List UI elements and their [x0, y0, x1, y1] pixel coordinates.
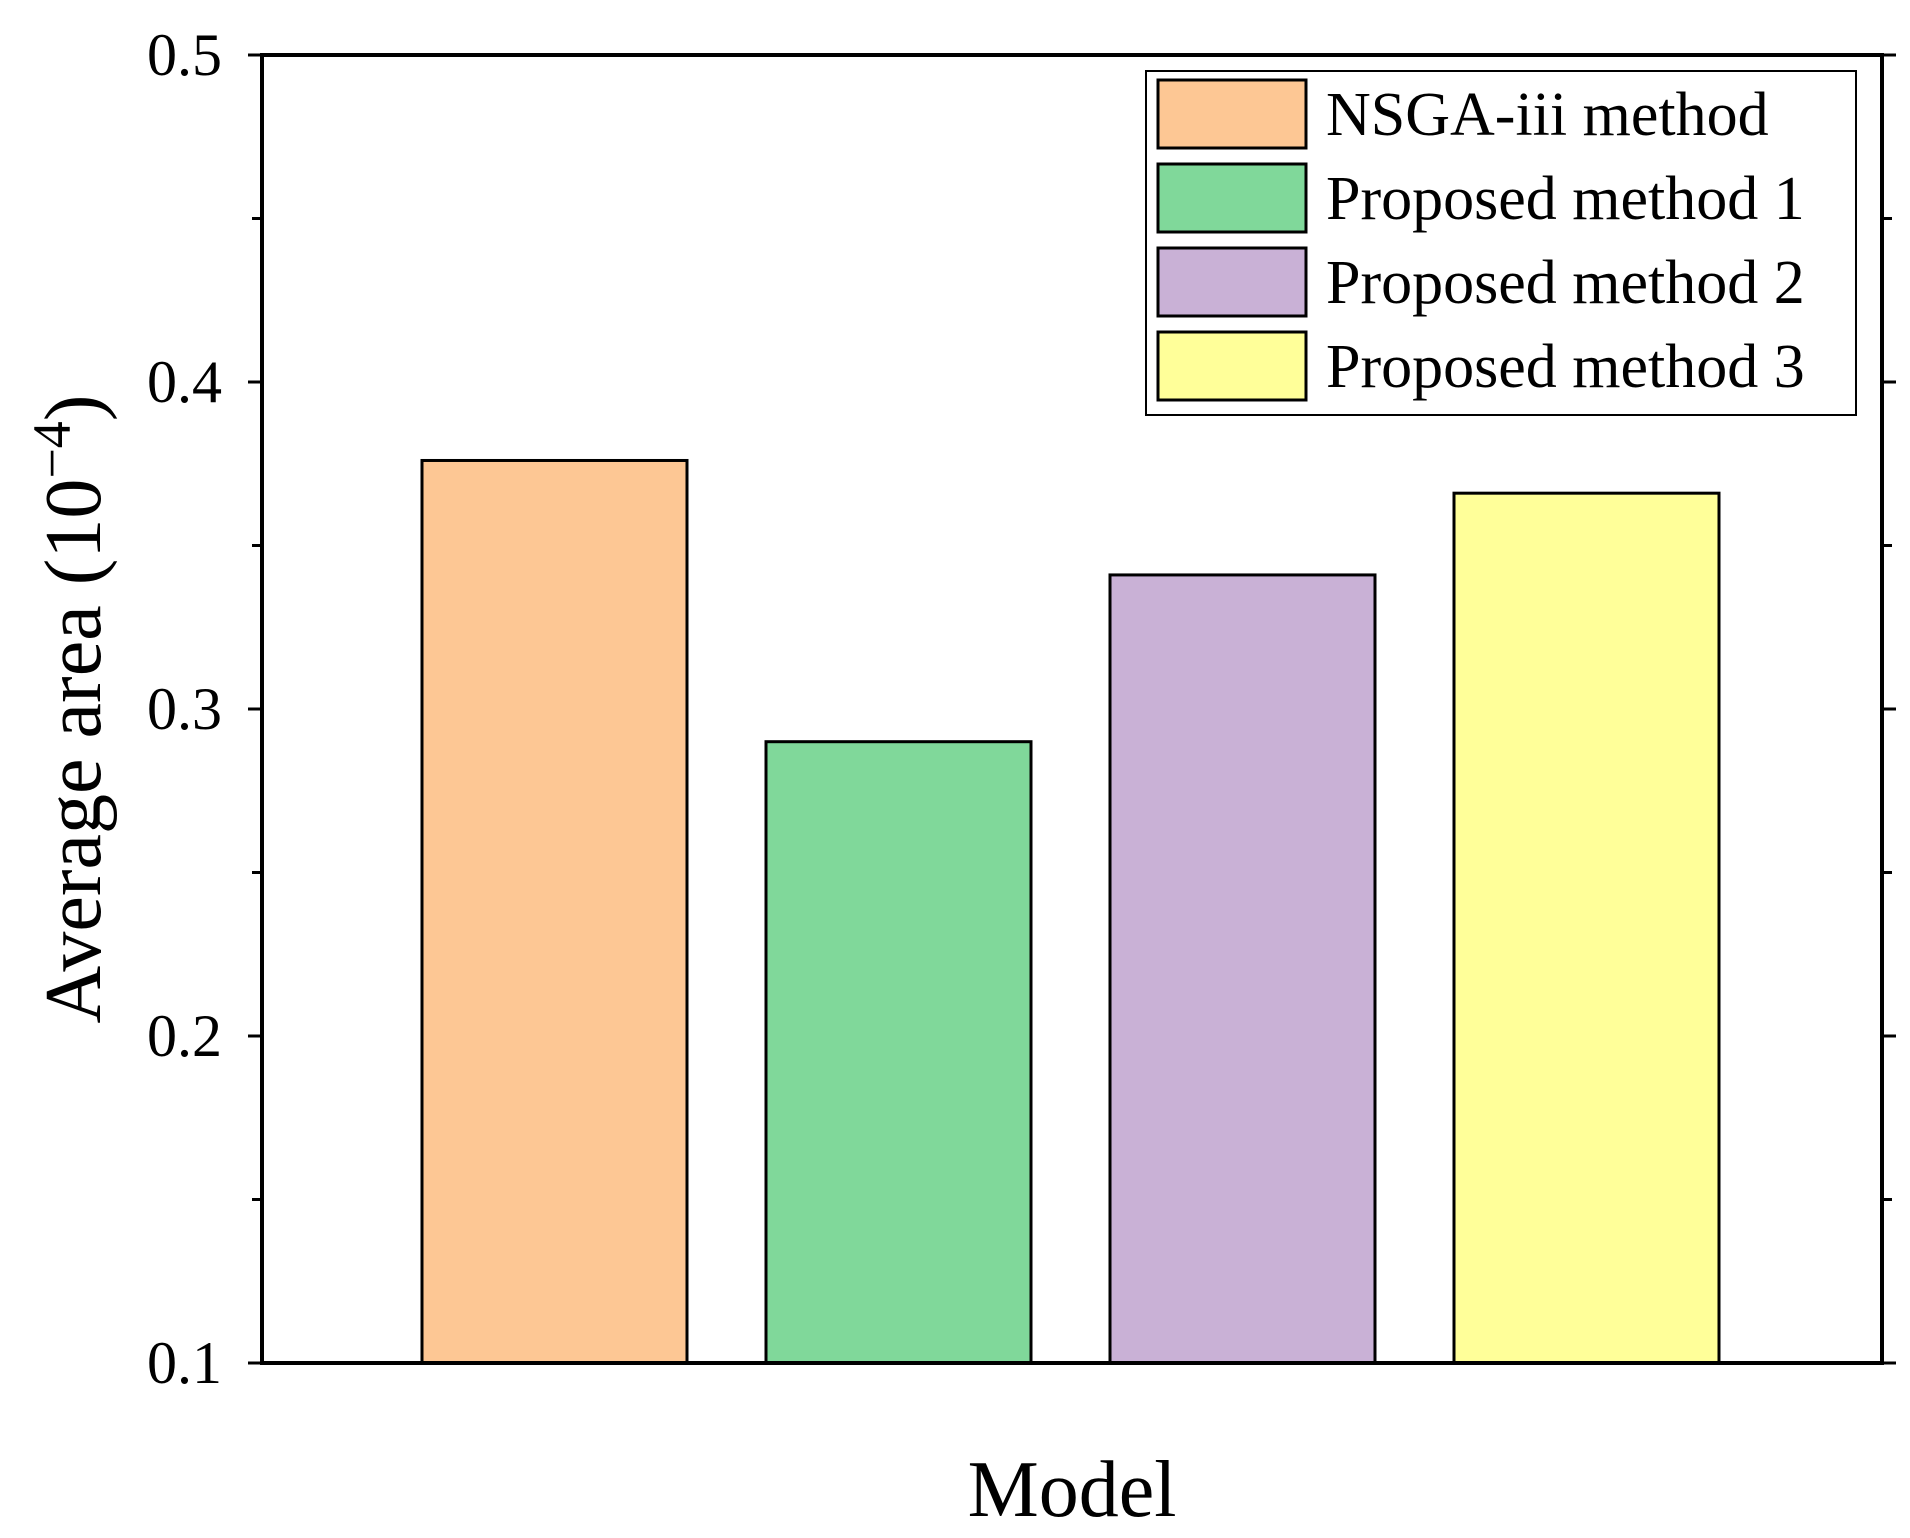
legend-swatch-3: [1156, 246, 1308, 318]
legend-label-2: Proposed method 1: [1326, 165, 1805, 233]
legend-swatch-4: [1156, 330, 1308, 402]
y-tick-label: 0.2: [147, 1003, 222, 1069]
bar-3: [1108, 573, 1377, 1365]
bars-layer: [420, 458, 1721, 1365]
y-tick-labels: 0.1 0.2 0.3 0.4 0.5: [147, 22, 222, 1396]
legend-swatch-1: [1156, 78, 1308, 150]
y-axis-title: Average area (10−4): [22, 395, 118, 1024]
y-axis-title-main: Average area (10: [30, 479, 118, 1024]
y-tick-label: 0.3: [147, 676, 222, 742]
y-tick-label: 0.4: [147, 349, 222, 415]
bar-1: [420, 458, 689, 1365]
bar-4: [1452, 491, 1721, 1365]
y-tick-label: 0.1: [147, 1330, 222, 1396]
x-axis-title: Model: [968, 1446, 1177, 1534]
legend-label-4: Proposed method 3: [1326, 333, 1805, 401]
ticks-layer: [248, 53, 1896, 1365]
legend: NSGA-iii method Proposed method 1 Proposed…: [1145, 70, 1857, 416]
y-tick-label: 0.5: [147, 22, 222, 88]
y-axis-title-close: ): [30, 395, 118, 422]
legend-label-3: Proposed method 2: [1326, 249, 1805, 317]
bar-2: [764, 740, 1033, 1365]
legend-items: NSGA-iii method Proposed method 1 Proposed…: [1156, 78, 1805, 402]
y-axis-title-superscript: −4: [22, 421, 82, 478]
legend-label-1: NSGA-iii method: [1326, 81, 1769, 149]
legend-swatch-2: [1156, 162, 1308, 234]
